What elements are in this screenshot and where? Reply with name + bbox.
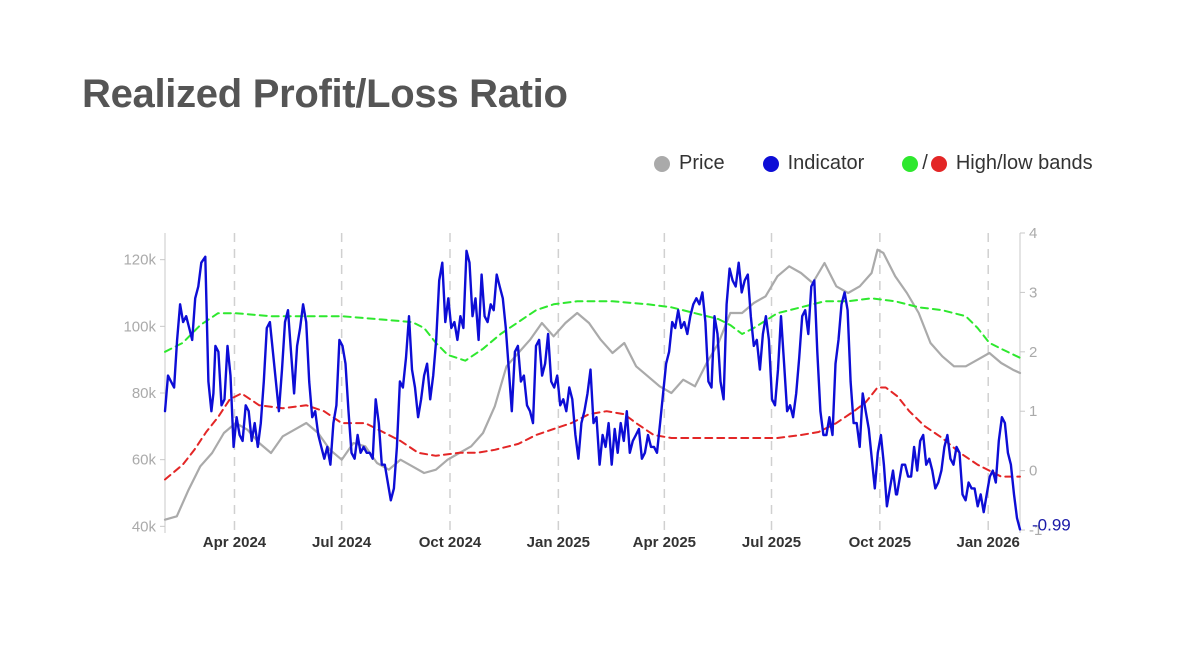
right-tick-label: 1: [1029, 403, 1037, 420]
right-tick-label: 3: [1029, 284, 1037, 301]
page-title: Realized Profit/Loss Ratio: [82, 72, 568, 116]
legend-item-bands[interactable]: / High/low bands: [902, 152, 1093, 175]
x-tick-label: Jul 2024: [312, 534, 372, 551]
left-tick-label: 40k: [132, 518, 157, 535]
high-band-legend-dot: [902, 155, 919, 172]
left-tick-label: 100k: [123, 318, 156, 335]
indicator-legend-dot: [762, 155, 779, 172]
left-tick-label: 80k: [132, 385, 157, 402]
high-band-line: [164, 297, 1021, 362]
legend-label-bands: High/low bands: [955, 152, 1093, 174]
indicator-last-value-label: -0.99: [1032, 515, 1071, 534]
price-series-line: [163, 248, 1022, 521]
x-tick-label: Apr 2025: [633, 534, 696, 551]
x-tick-label: Jul 2025: [742, 534, 801, 551]
price-legend-dot: [654, 155, 670, 172]
indicator-series-line: [163, 249, 1022, 531]
right-tick-label: -1: [1029, 522, 1042, 539]
x-tick-label: Oct 2025: [849, 534, 912, 551]
x-tick-label: Jan 2026: [957, 534, 1020, 551]
legend-label-price: Price: [679, 152, 725, 174]
x-tick-label: Jan 2025: [527, 534, 590, 551]
x-tick-label: Oct 2024: [419, 534, 482, 551]
legend-item-indicator[interactable]: Indicator: [762, 152, 865, 175]
legend-item-price[interactable]: Price: [654, 152, 725, 175]
x-tick-label: Apr 2024: [203, 534, 267, 551]
chart-legend: Price Indicator / High/low bands: [654, 152, 1093, 175]
right-tick-label: 0: [1029, 463, 1037, 480]
right-tick-label: 2: [1029, 344, 1037, 361]
low-band-legend-dot: [930, 155, 947, 172]
left-tick-label: 60k: [132, 452, 157, 469]
low-band-line: [164, 386, 1021, 481]
left-tick-label: 120k: [123, 252, 156, 269]
legend-label-indicator: Indicator: [787, 152, 865, 174]
right-tick-label: 4: [1029, 225, 1037, 242]
legend-bands-separator: /: [922, 152, 928, 174]
